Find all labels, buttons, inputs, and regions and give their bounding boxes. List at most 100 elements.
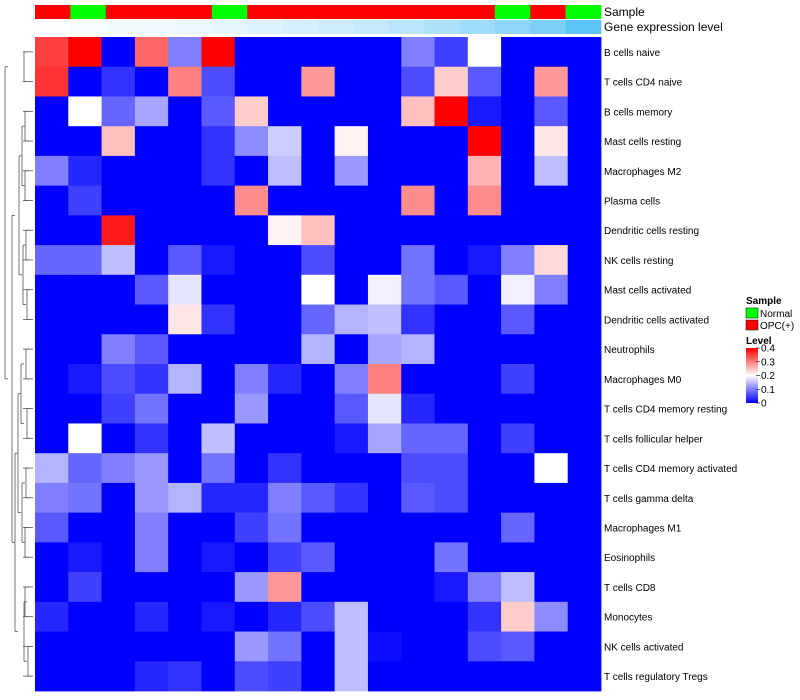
sample-annotation-cell <box>105 5 142 19</box>
heatmap-cell <box>68 542 102 573</box>
heatmap-cell <box>301 304 336 335</box>
heatmap-cell <box>101 126 136 157</box>
heatmap-cell <box>268 364 302 395</box>
heatmap-cell <box>534 126 569 157</box>
heatmap-cell <box>134 274 169 305</box>
heatmap-cell <box>434 542 469 573</box>
heatmap-cell <box>101 512 136 543</box>
heatmap-cell <box>401 601 435 632</box>
heatmap-cell <box>301 334 336 365</box>
row-dendrogram <box>4 51 33 677</box>
heatmap-cell <box>68 601 102 632</box>
heatmap-cell <box>234 572 269 603</box>
heatmap-cell <box>134 245 169 276</box>
heatmap-cell <box>35 631 69 662</box>
heatmap-cell <box>234 482 269 514</box>
heatmap-cell <box>367 393 402 424</box>
heatmap-cell <box>268 334 302 365</box>
legend-level-title: Level <box>746 336 772 347</box>
heatmap-cell <box>367 631 402 662</box>
heatmap-cell <box>201 274 236 305</box>
heatmap-cell <box>467 482 502 514</box>
heatmap-cell <box>467 334 502 365</box>
heatmap-cell <box>467 245 502 276</box>
row-label: Eosinophils <box>604 553 655 564</box>
heatmap-cell <box>334 245 369 276</box>
heatmap-cell <box>234 185 269 216</box>
heatmap-cell <box>134 572 169 603</box>
row-label: Plasma cells <box>604 197 660 208</box>
heatmap-cell <box>268 661 302 692</box>
heatmap-cell <box>301 453 336 484</box>
heatmap-cell <box>567 423 602 454</box>
heatmap-cell <box>35 96 69 127</box>
heatmap-cell <box>35 304 69 335</box>
heatmap-cell <box>401 274 435 305</box>
heatmap-cell <box>334 126 369 157</box>
heatmap-cell <box>134 601 169 632</box>
heatmap-cell <box>134 631 169 662</box>
row-label: T cells CD4 naive <box>604 78 683 89</box>
heatmap-cell <box>467 274 502 305</box>
heatmap-cell <box>334 453 369 484</box>
heatmap-cell <box>567 453 602 484</box>
heatmap-cell <box>68 334 102 365</box>
heatmap-cell <box>434 334 469 365</box>
heatmap-cell <box>234 155 269 187</box>
heatmap-cell <box>201 245 236 276</box>
heatmap-cell <box>168 245 202 276</box>
heatmap-cell <box>434 482 469 514</box>
row-label: Macrophages M2 <box>604 167 682 178</box>
heatmap-cell <box>534 512 569 543</box>
sample-annotation-label: Sample <box>604 5 645 19</box>
heatmap-cell <box>134 185 169 216</box>
heatmap-cell <box>35 482 69 514</box>
heatmap-cell <box>567 126 602 157</box>
heatmap-cell <box>301 601 336 632</box>
heatmap-cell <box>301 572 336 603</box>
heatmap-cell <box>35 423 69 454</box>
heatmap-cell <box>534 631 569 662</box>
row-label: T cells CD4 memory activated <box>604 464 737 475</box>
heatmap-cell <box>101 364 136 395</box>
heatmap-cell <box>101 334 136 365</box>
sample-annotation-cell <box>247 5 283 19</box>
heatmap-cell <box>567 245 602 276</box>
heatmap-cell <box>501 631 535 662</box>
heatmap-cell <box>201 482 236 514</box>
heatmap-cell <box>168 542 202 573</box>
heatmap-cell <box>234 66 269 97</box>
heatmap-cell <box>534 304 569 335</box>
row-label: T cells gamma delta <box>604 494 694 505</box>
row-label: T cells CD8 <box>604 583 656 594</box>
sample-annotation-cell <box>70 5 107 19</box>
expression-annotation-cell <box>353 20 390 34</box>
heatmap-cell <box>467 661 502 692</box>
heatmap-cell <box>68 512 102 543</box>
heatmap-cell <box>401 453 435 484</box>
sample-annotation-cell <box>318 5 354 19</box>
heatmap-cell <box>367 423 402 454</box>
heatmap-cell <box>268 423 302 454</box>
heatmap-cell <box>101 215 136 246</box>
heatmap-cell <box>434 274 469 305</box>
heatmap-cell <box>201 37 236 68</box>
heatmap-cell <box>367 245 402 276</box>
heatmap-cell <box>68 631 102 662</box>
heatmap-cell <box>268 304 302 335</box>
heatmap-cell <box>134 661 169 692</box>
heatmap-cell <box>534 185 569 216</box>
row-labels: B cells naive T cells CD4 naive B cells me… <box>604 48 737 683</box>
heatmap-cell <box>401 215 435 246</box>
heatmap-cell <box>168 423 202 454</box>
heatmap-cell <box>234 126 269 157</box>
heatmap-cell <box>467 215 502 246</box>
heatmap-cell <box>68 274 102 305</box>
heatmap-cell <box>68 155 102 187</box>
heatmap-cell <box>534 37 569 68</box>
heatmap-cell <box>234 661 269 692</box>
heatmap-cell <box>68 37 102 68</box>
heatmap-cell <box>101 482 136 514</box>
heatmap-cell <box>101 453 136 484</box>
